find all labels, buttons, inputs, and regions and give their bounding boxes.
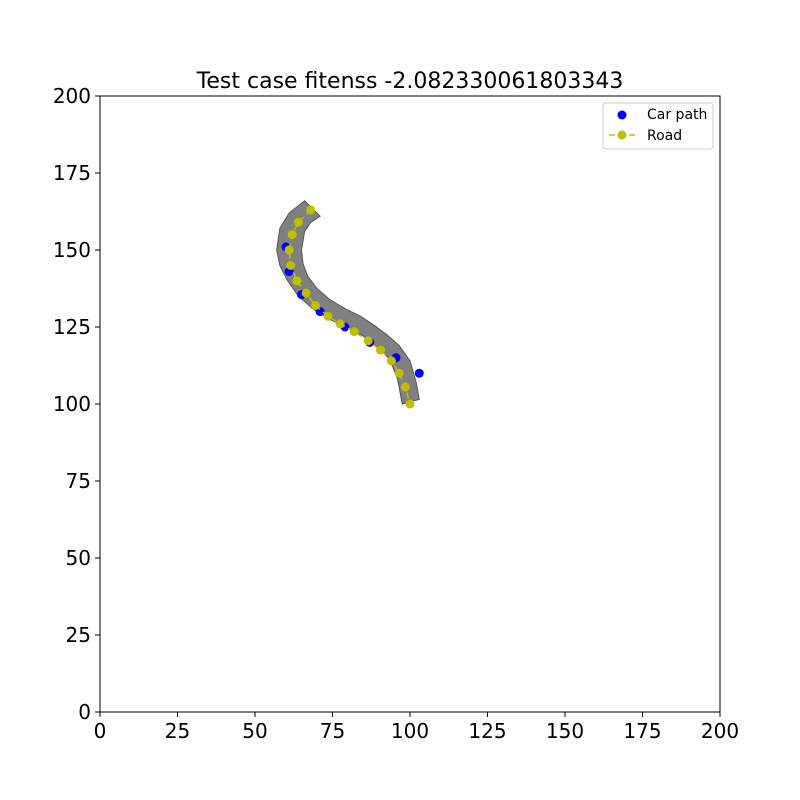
road-point — [363, 336, 373, 346]
x-tick-label: 25 — [165, 719, 190, 743]
y-tick-label: 50 — [66, 546, 91, 570]
x-tick-label: 50 — [242, 719, 267, 743]
x-tick-label: 75 — [320, 719, 345, 743]
y-tick-label: 25 — [66, 623, 91, 647]
road-point — [286, 260, 296, 270]
plot-area — [276, 200, 424, 409]
road-point — [400, 382, 410, 392]
road-point — [301, 288, 311, 298]
legend-label-road: Road — [647, 128, 682, 144]
x-tick-label: 100 — [391, 719, 429, 743]
chart-title: Test case fitenss -2.082330061803343 — [196, 69, 624, 94]
road-point — [306, 205, 316, 215]
road-point — [293, 217, 303, 227]
y-tick-label: 125 — [53, 315, 91, 339]
road-point — [323, 311, 333, 321]
x-tick-label: 175 — [623, 719, 661, 743]
car-path-point — [414, 368, 424, 378]
road-point — [394, 368, 404, 378]
legend-label-car-path: Car path — [647, 107, 707, 123]
x-tick-label: 0 — [94, 719, 107, 743]
legend-box — [602, 102, 714, 150]
road-point — [284, 245, 294, 255]
road-point — [376, 345, 386, 355]
y-tick-label: 175 — [53, 161, 91, 185]
x-tick-label: 125 — [468, 719, 506, 743]
road-point — [405, 399, 415, 409]
road-point — [310, 300, 320, 310]
x-tick-label: 150 — [546, 719, 584, 743]
road-point — [349, 327, 359, 337]
axes: 0 25 50 75 100 125 150 175 200 0 25 50 75 100 125 150 17… — [53, 84, 739, 743]
road-line — [288, 209, 411, 405]
road-point — [335, 319, 345, 329]
y-tick-label: 150 — [53, 238, 91, 262]
road-point — [292, 276, 302, 286]
y-tick-label: 200 — [53, 84, 91, 108]
legend-marker-car-path — [617, 110, 627, 120]
car-path-point — [315, 307, 325, 317]
legend-marker-road — [617, 130, 627, 140]
x-tick-label: 200 — [701, 719, 739, 743]
y-tick-label: 75 — [66, 469, 91, 493]
y-tick-label: 100 — [53, 392, 91, 416]
road-point — [287, 230, 297, 240]
y-tick-label: 0 — [78, 700, 91, 724]
legend: Car path Road — [602, 102, 714, 150]
road-point — [386, 356, 396, 366]
